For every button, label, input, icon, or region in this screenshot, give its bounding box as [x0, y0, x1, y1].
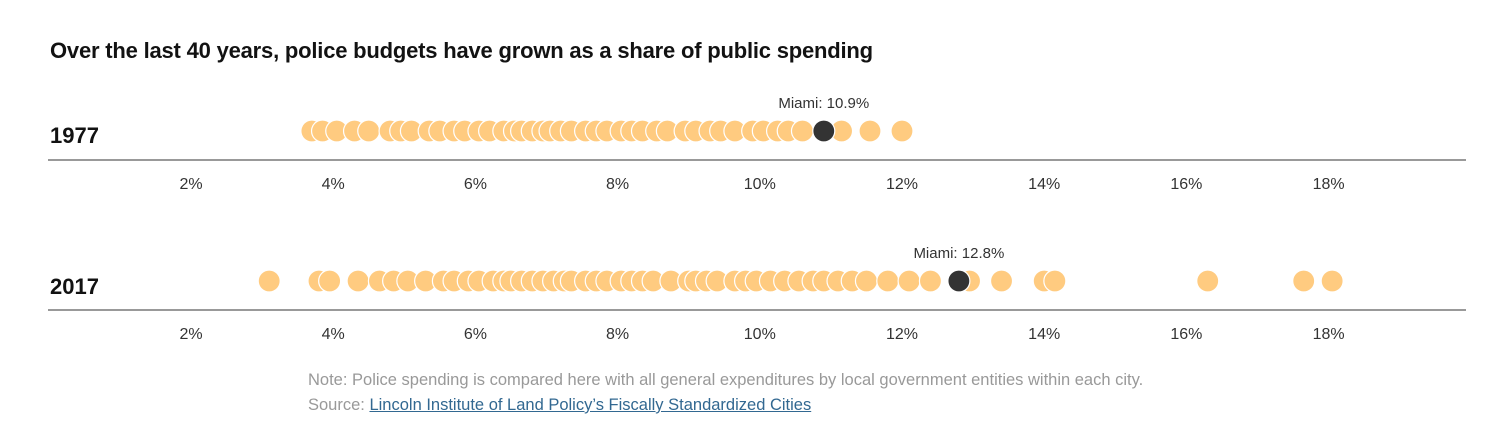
- data-point: [346, 269, 370, 293]
- tick-label: 18%: [1313, 326, 1345, 343]
- source-link[interactable]: Lincoln Institute of Land Policy’s Fisca…: [369, 396, 812, 414]
- row-2017: 2017 2% 4% 6% 8% 10% 12% 14% 16% 18% Miami: 12.8%: [48, 245, 1466, 343]
- tick-label: 14%: [1028, 326, 1060, 343]
- tick-label: 12%: [886, 326, 918, 343]
- row-1977: 1977 2% 4% 6% 8% 10% 12% 14% 16% 18% Miami: 10.9%: [48, 95, 1466, 193]
- tick-label: 6%: [464, 176, 487, 193]
- data-point: [989, 269, 1014, 293]
- data-point: [790, 119, 815, 143]
- tick-label: 16%: [1170, 176, 1202, 193]
- data-point: [1320, 269, 1344, 293]
- tick-label: 4%: [322, 176, 345, 193]
- tick-label: 2%: [179, 326, 202, 343]
- data-point: [1292, 269, 1316, 293]
- data-point: [918, 269, 943, 293]
- data-point: [1043, 269, 1067, 293]
- tick-label: 14%: [1028, 176, 1060, 193]
- data-point: [1196, 269, 1220, 293]
- data-point: [876, 269, 900, 293]
- highlight-label: Miami: 10.9%: [778, 95, 869, 112]
- tick-label: 10%: [744, 326, 776, 343]
- note-text: Note: Police spending is compared here w…: [308, 371, 1144, 414]
- chart-title: Over the last 40 years, police budgets h…: [50, 38, 873, 63]
- data-point: [890, 119, 914, 143]
- tick-label: 2%: [179, 176, 202, 193]
- tick-label: 10%: [744, 176, 776, 193]
- tick-label: 6%: [464, 326, 487, 343]
- tick-label: 18%: [1313, 176, 1345, 193]
- tick-label: 16%: [1170, 326, 1202, 343]
- highlight-label: Miami: 12.8%: [913, 245, 1004, 262]
- data-point: [257, 269, 281, 293]
- row-label: 1977: [50, 123, 99, 148]
- data-point: [858, 119, 882, 143]
- tick-label: 12%: [886, 176, 918, 193]
- tick-label: 4%: [322, 326, 345, 343]
- data-point: [897, 269, 921, 293]
- data-point: [854, 269, 879, 293]
- highlight-point: [947, 269, 971, 293]
- source-note: Note: Police spending is compared here w…: [308, 368, 1188, 418]
- highlight-point: [812, 119, 836, 143]
- tick-label: 8%: [606, 176, 629, 193]
- data-point: [357, 119, 381, 143]
- row-label: 2017: [50, 274, 99, 299]
- dot-plot-chart: 1977 2% 4% 6% 8% 10% 12% 14% 16% 18% Miami: 10.9% 2…: [48, 95, 1466, 343]
- data-point: [318, 269, 342, 293]
- tick-label: 8%: [606, 326, 629, 343]
